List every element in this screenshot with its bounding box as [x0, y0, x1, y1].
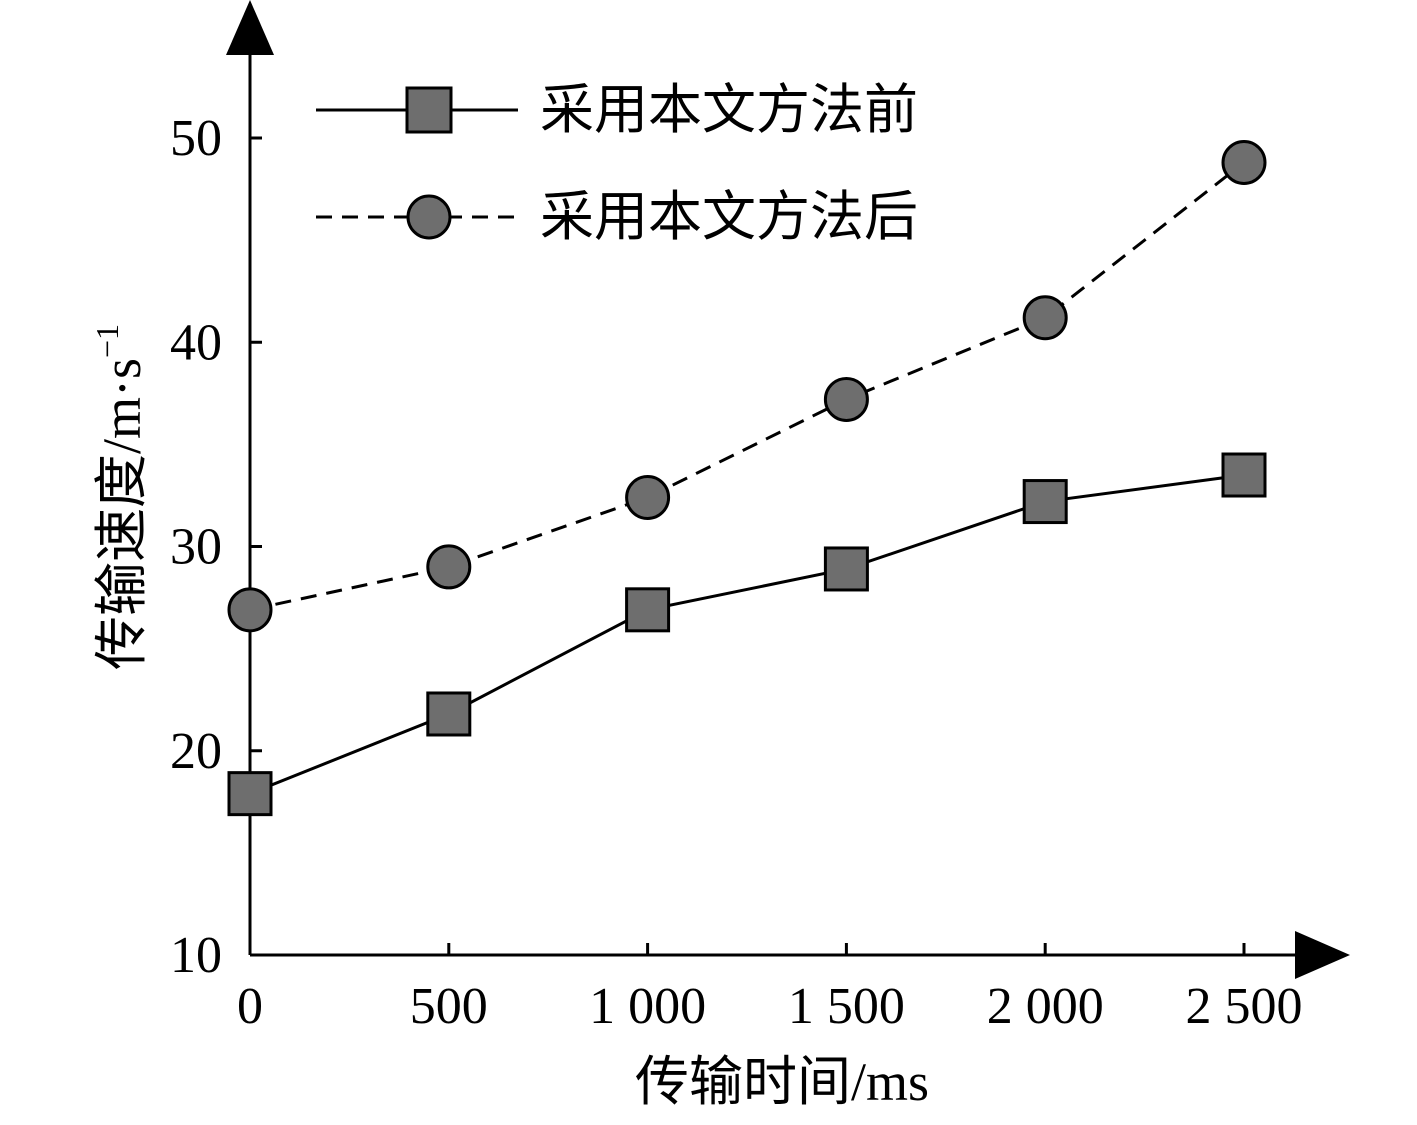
- x-ticks: 0 500 1 000 1 500 2 000 2 500: [237, 943, 1303, 1035]
- x-tick-label: 500: [410, 978, 488, 1035]
- data-point-square: [625, 587, 671, 633]
- x-tick-label: 1 000: [589, 978, 706, 1035]
- data-point-circle: [1221, 140, 1267, 186]
- data-point-circle: [823, 376, 869, 422]
- data-point-square: [227, 771, 273, 817]
- y-tick-label: 40: [170, 314, 222, 371]
- data-point-square: [1022, 479, 1068, 525]
- x-axis-arrow: [1295, 931, 1350, 979]
- y-tick-label: 20: [170, 723, 222, 780]
- legend-square-marker: [405, 86, 453, 134]
- data-point-circle: [625, 474, 671, 520]
- y-axis-title: 传输速度/m·s−1: [89, 324, 152, 670]
- y-tick-label: 50: [170, 110, 222, 167]
- x-tick-label: 2 000: [987, 978, 1104, 1035]
- series-layer: [227, 140, 1267, 817]
- data-point-circle: [1022, 295, 1068, 341]
- x-tick-label: 2 500: [1186, 978, 1303, 1035]
- y-axis-title-main: 传输速度/m·s: [92, 358, 152, 670]
- y-axis-arrow: [226, 0, 274, 55]
- y-ticks: 10 20 30 40 50: [170, 110, 262, 984]
- data-point-square: [426, 691, 472, 737]
- data-point-circle: [227, 587, 273, 633]
- x-tick-label: 1 500: [788, 978, 905, 1035]
- data-point-circle: [426, 544, 472, 590]
- series-line-1: [249, 161, 1245, 612]
- y-tick-label: 10: [170, 927, 222, 984]
- legend-label-before: 采用本文方法前: [540, 80, 918, 140]
- x-axis-title: 传输时间/ms: [635, 1052, 929, 1112]
- legend-label-after: 采用本文方法后: [540, 187, 918, 247]
- data-point-square: [823, 546, 869, 592]
- legend: 采用本文方法前 采用本文方法后: [316, 80, 918, 247]
- legend-circle-marker: [406, 194, 452, 240]
- y-axis-title-sup: −1: [89, 324, 125, 358]
- x-tick-label: 0: [237, 978, 263, 1035]
- data-point-square: [1221, 452, 1267, 498]
- y-tick-label: 30: [170, 519, 222, 576]
- series-line-0: [249, 473, 1245, 796]
